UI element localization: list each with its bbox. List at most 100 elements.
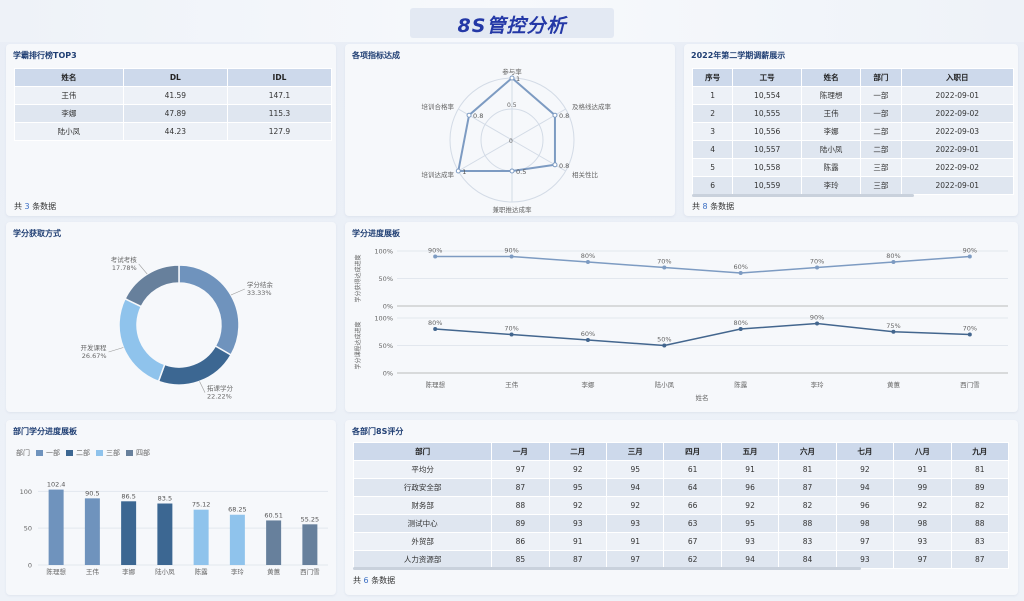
table-cell: 91	[893, 460, 952, 479]
audit-header-1[interactable]: 工号	[732, 68, 803, 87]
progress-panel-2: 100% 50% 0% 学分课程达成进度 80% 70% 60% 50% 80% 90% 75% 70…	[354, 314, 1008, 378]
top3-header-1[interactable]: DL	[122, 68, 228, 87]
bar-value-label: 90.5	[85, 489, 99, 497]
table-row[interactable]: 6 10,559 李玲 三部 2022-09-01	[691, 176, 1015, 195]
x-tick-label: 王伟	[86, 567, 100, 576]
donut-slice	[178, 264, 240, 357]
donut-label: 学分结余	[247, 280, 274, 289]
table-cell: 98	[893, 514, 952, 533]
table-cell: 87	[491, 478, 550, 497]
table-row[interactable]: 王伟 41.59 147.1	[14, 86, 333, 105]
table-row[interactable]: 行政安全部 87 95 94 64 96 87 94 99 89	[352, 478, 1010, 497]
table-cell: 平均分	[352, 460, 493, 479]
bar-value-label: 60.51	[264, 511, 283, 519]
table-row[interactable]: 平均分 97 92 95 61 91 81 92 91 81	[352, 460, 1010, 479]
score-header-9[interactable]: 九月	[950, 442, 1010, 461]
score-header-3[interactable]: 三月	[606, 442, 665, 461]
table-cell: 95	[548, 478, 608, 497]
score-header-7[interactable]: 七月	[835, 442, 895, 461]
table-cell: 陈露	[801, 158, 862, 177]
legend-swatch	[96, 450, 103, 456]
score-header-1[interactable]: 一月	[491, 442, 550, 461]
radar-axis-label: 培训达成率	[422, 170, 455, 179]
table-row[interactable]: 人力资源部 85 87 97 62 94 84 93 97 87	[352, 550, 1010, 569]
table-cell: 92	[548, 496, 608, 515]
legend-item[interactable]: 一部	[36, 448, 60, 458]
table-row[interactable]: 外贸部 86 91 91 67 93 83 97 93 83	[352, 532, 1010, 551]
bar-value-label: 68.25	[228, 506, 247, 514]
top3-header-2[interactable]: IDL	[226, 68, 333, 87]
table-cell: 44.23	[122, 122, 228, 141]
score-scrollbar[interactable]	[353, 567, 861, 570]
progress-card: 学分进度展板 100% 50% 0% 学分获得达成进度 90% 90% 80% 70% 60% 7…	[345, 222, 1018, 412]
table-cell: 93	[548, 514, 608, 533]
top3-title: 学霸排行榜TOP3	[13, 51, 77, 60]
score-header-6[interactable]: 六月	[778, 442, 837, 461]
table-cell: 89	[950, 478, 1010, 497]
line-series-2	[435, 322, 970, 347]
line-point	[509, 254, 514, 259]
table-cell: 92	[720, 496, 780, 515]
table-cell: 94	[835, 478, 895, 497]
legend-title: 部门	[16, 449, 30, 457]
table-cell: 李娜	[801, 122, 862, 141]
table-cell: 外贸部	[352, 532, 493, 551]
table-row[interactable]: 3 10,556 李娜 二部 2022-09-03	[691, 122, 1015, 141]
audit-header-0[interactable]: 序号	[691, 68, 734, 87]
table-row[interactable]: 5 10,558 陈露 三部 2022-09-02	[691, 158, 1015, 177]
table-row[interactable]: 2 10,555 王伟 一部 2022-09-02	[691, 104, 1015, 123]
audit-title: 2022年第二学期调薪展示	[691, 51, 786, 60]
radar-axis-label: 培训合格率	[422, 102, 455, 111]
score-header-5[interactable]: 五月	[720, 442, 780, 461]
score-header-8[interactable]: 八月	[893, 442, 952, 461]
donut-pct: 26.67%	[82, 352, 107, 360]
table-cell: 93	[835, 550, 895, 569]
point-label: 80%	[886, 252, 900, 260]
x-tick-label: 西门雪	[960, 380, 980, 389]
audit-header-4[interactable]: 入职日	[900, 68, 1015, 87]
legend-item[interactable]: 二部	[66, 448, 90, 458]
point-label: 90%	[504, 247, 518, 255]
table-cell: 3	[691, 122, 734, 141]
table-cell: 89	[491, 514, 550, 533]
table-cell: 66	[663, 496, 722, 515]
line-series-1	[435, 255, 970, 274]
donut-pct: 17.78%	[112, 264, 137, 272]
table-cell: 4	[691, 140, 734, 159]
x-axis-label: 姓名	[696, 393, 709, 402]
radar-value-label: 1	[462, 168, 466, 176]
x-tick-label: 西门雪	[300, 567, 320, 576]
donut-slice	[124, 264, 180, 308]
bar-value-label: 55.25	[301, 515, 320, 523]
table-cell: 67	[663, 532, 722, 551]
table-cell: 李玲	[801, 176, 862, 195]
legend-item[interactable]: 三部	[96, 448, 120, 458]
top3-table: 姓名 DL IDL 王伟 41.59 147.1 李娜 47.89 115.3 陆小凤 44.23…	[14, 68, 333, 141]
audit-scrollbar[interactable]	[692, 194, 914, 197]
table-row[interactable]: 财务部 88 92 92 66 92 82 96 92 82	[352, 496, 1010, 515]
table-cell: 147.1	[226, 86, 333, 105]
radar-axis-label: 及格线达成率	[572, 102, 612, 111]
top3-header-0[interactable]: 姓名	[14, 68, 124, 87]
table-row[interactable]: 4 10,557 陆小凤 二部 2022-09-01	[691, 140, 1015, 159]
score-header-4[interactable]: 四月	[663, 442, 722, 461]
table-row[interactable]: 测试中心 89 93 93 63 95 88 98 98 88	[352, 514, 1010, 533]
table-row[interactable]: 1 10,554 陈理想 一部 2022-09-01	[691, 86, 1015, 105]
score-header-0[interactable]: 部门	[352, 442, 493, 461]
table-cell: 2022-09-02	[900, 104, 1015, 123]
score-header-2[interactable]: 二月	[548, 442, 608, 461]
legend-swatch	[66, 450, 73, 456]
bar	[193, 509, 209, 565]
donut-leader	[138, 263, 148, 275]
table-cell: 李娜	[14, 104, 124, 123]
radar-axis-label: 参与率	[502, 67, 522, 76]
legend-item[interactable]: 四部	[126, 448, 150, 458]
table-row[interactable]: 陆小凤 44.23 127.9	[14, 122, 333, 141]
audit-header-3[interactable]: 部门	[860, 68, 902, 87]
table-cell: 95	[606, 460, 665, 479]
audit-header-2[interactable]: 姓名	[801, 68, 862, 87]
table-row[interactable]: 李娜 47.89 115.3	[14, 104, 333, 123]
table-cell: 5	[691, 158, 734, 177]
